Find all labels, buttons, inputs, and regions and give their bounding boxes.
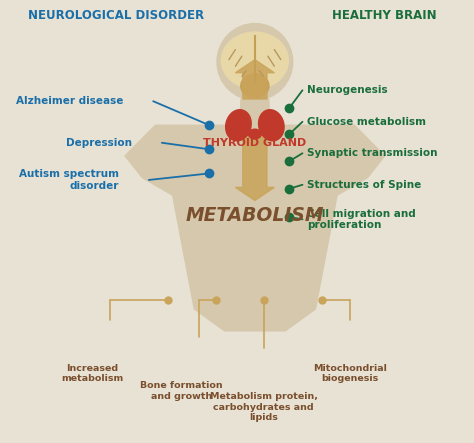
Text: Metabolism protein,
carbohydrates and
lipids: Metabolism protein, carbohydrates and li… (210, 392, 318, 422)
Text: THYROID GLAND: THYROID GLAND (203, 138, 307, 148)
Ellipse shape (258, 110, 284, 141)
Text: Cell migration and
proliferation: Cell migration and proliferation (307, 209, 416, 230)
Polygon shape (236, 136, 274, 201)
Text: METABOLISM: METABOLISM (186, 206, 324, 225)
Text: Synaptic transmission: Synaptic transmission (307, 148, 438, 158)
Text: Glucose metabolism: Glucose metabolism (307, 117, 426, 127)
Text: NEUROLOGICAL DISORDER: NEUROLOGICAL DISORDER (28, 9, 204, 22)
Text: Structures of Spine: Structures of Spine (307, 180, 421, 190)
Text: Increased
metabolism: Increased metabolism (62, 364, 124, 383)
Polygon shape (236, 60, 274, 99)
Ellipse shape (217, 23, 293, 100)
Text: HEALTHY BRAIN: HEALTHY BRAIN (332, 9, 437, 22)
Text: Neurogenesis: Neurogenesis (307, 85, 387, 95)
Ellipse shape (226, 110, 251, 141)
Ellipse shape (221, 32, 288, 89)
Text: Alzheimer disease: Alzheimer disease (16, 96, 123, 106)
Text: Mitochondrial
biogenesis: Mitochondrial biogenesis (313, 364, 387, 383)
Polygon shape (125, 125, 385, 331)
Polygon shape (240, 99, 270, 125)
Text: Bone formation
and growth: Bone formation and growth (140, 381, 223, 400)
Text: Autism spectrum
disorder: Autism spectrum disorder (18, 169, 118, 191)
Ellipse shape (248, 129, 261, 139)
Ellipse shape (241, 74, 269, 98)
Text: Depression: Depression (65, 138, 132, 148)
